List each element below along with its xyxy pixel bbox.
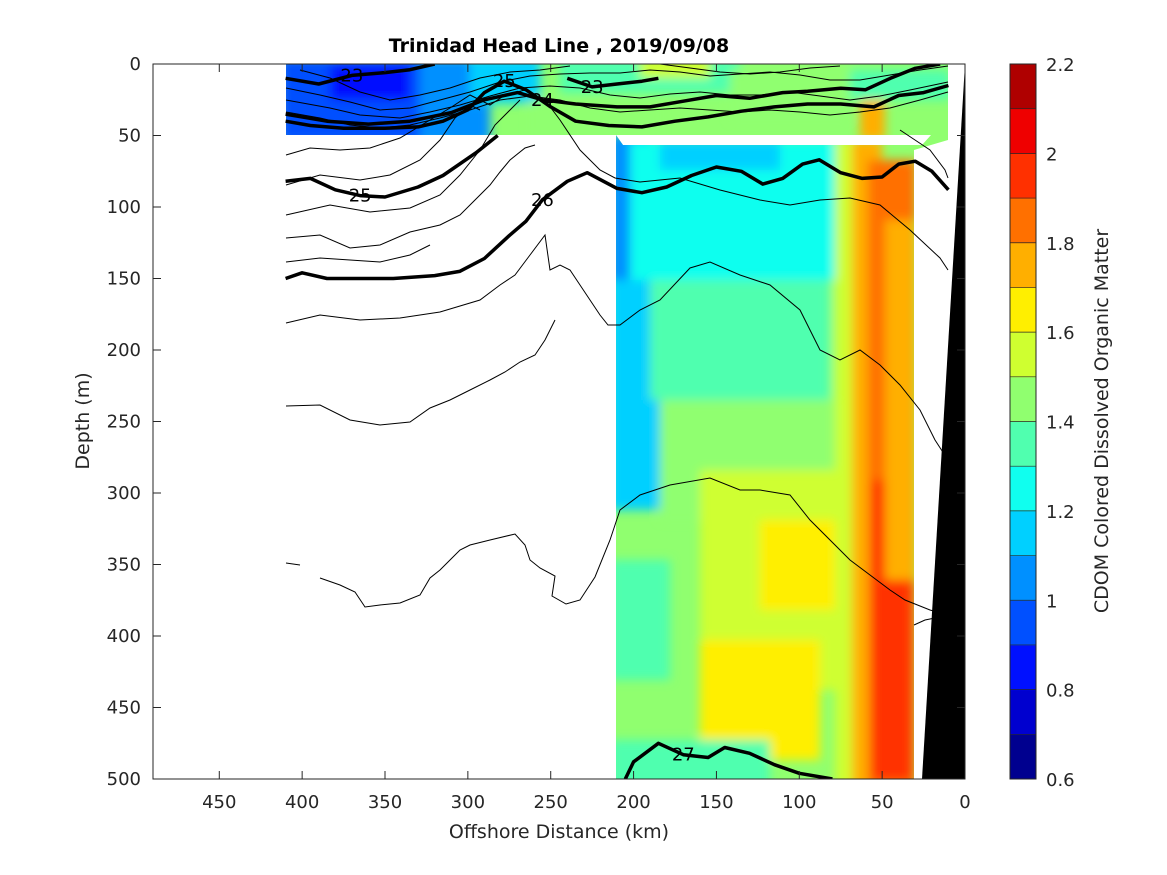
colorbar-tick-label: 1.4 xyxy=(1046,413,1075,434)
y-tick-label: 100 xyxy=(107,197,141,218)
y-tick-label: 500 xyxy=(107,769,141,790)
colorbar-segment xyxy=(1010,644,1036,691)
contour-label: 25 xyxy=(349,186,372,207)
bathymetry xyxy=(922,64,965,779)
surface-field xyxy=(286,64,948,135)
thin-contour xyxy=(285,65,949,111)
x-tick-label: 200 xyxy=(616,792,650,813)
y-tick-label: 350 xyxy=(107,555,141,576)
colorbar-segment xyxy=(1010,198,1036,244)
density-contour-24 xyxy=(285,64,941,126)
thin-contour xyxy=(285,233,949,461)
colorbar-segment xyxy=(1010,689,1036,735)
density-contour-23 xyxy=(285,64,436,86)
density-contour-25 xyxy=(285,134,499,199)
colorbar-tick-label: 1.2 xyxy=(1046,502,1075,523)
colorbar-tick-label: 2.2 xyxy=(1046,55,1075,76)
colorbar-tick-label: 1.6 xyxy=(1046,323,1075,344)
labeled-density-contours xyxy=(285,64,950,779)
colorbar-segment xyxy=(1010,242,1036,288)
x-tick-label: 400 xyxy=(285,792,319,813)
contour-label: 24 xyxy=(531,90,554,111)
contour-label: 23 xyxy=(340,65,363,86)
contour-label: 26 xyxy=(531,190,554,211)
y-tick-label: 150 xyxy=(107,269,141,290)
colorbar-ticks: 0.6 0.8 1 1.2 1.4 1.6 1.8 2 2.2 xyxy=(1046,55,1075,791)
contour-labels: 23 23 24 25 25 26 27 xyxy=(340,65,695,766)
colorbar-segment xyxy=(1010,332,1036,378)
x-tick-label: 350 xyxy=(368,792,402,813)
x-tick-label: 150 xyxy=(699,792,733,813)
y-tick-label: 200 xyxy=(107,340,141,361)
y-tick-label: 300 xyxy=(107,483,141,504)
thin-contour xyxy=(285,81,949,119)
y-tick-label: 450 xyxy=(107,698,141,719)
x-tick-label: 50 xyxy=(871,792,894,813)
x-axis-label: Offshore Distance (km) xyxy=(449,821,669,843)
thin-contour xyxy=(285,244,431,263)
density-contour-25 xyxy=(285,79,949,131)
chart-title: Trinidad Head Line , 2019/09/08 xyxy=(389,35,729,57)
y-tick-label: 250 xyxy=(107,412,141,433)
thin-contour xyxy=(285,99,521,216)
thin-contour xyxy=(319,477,949,616)
colorbar-segment xyxy=(1010,421,1036,467)
x-axis: 450 400 350 300 250 200 150 100 50 0 xyxy=(202,64,971,813)
colorbar-segment xyxy=(1010,510,1036,557)
y-tick-label: 0 xyxy=(130,54,141,75)
thin-contour xyxy=(285,562,301,566)
colorbar-segment xyxy=(1010,600,1036,646)
colorbar-segment xyxy=(1010,64,1036,110)
colorbar-segment xyxy=(1010,466,1036,512)
y-tick-label: 50 xyxy=(118,126,141,147)
contour-label: 27 xyxy=(672,745,695,766)
density-contour-27 xyxy=(623,741,833,779)
colorbar-segment xyxy=(1010,555,1036,601)
contour-label: 25 xyxy=(493,71,516,92)
colorbar-segment xyxy=(1010,153,1036,199)
colorbar-segment xyxy=(1010,734,1036,780)
x-tick-label: 450 xyxy=(202,792,236,813)
colorbar-segment xyxy=(1010,376,1036,422)
colorbar xyxy=(1009,63,1037,780)
x-tick-label: 250 xyxy=(534,792,568,813)
colorbar-tick-label: 0.6 xyxy=(1046,770,1075,791)
x-tick-label: 100 xyxy=(782,792,816,813)
y-axis: 0 50 100 150 200 250 300 350 400 450 500 xyxy=(107,54,965,790)
colorbar-tick-label: 2 xyxy=(1046,144,1057,165)
colorbar-segment xyxy=(1010,287,1036,333)
x-tick-label: 300 xyxy=(451,792,485,813)
colorbar-tick-label: 1.8 xyxy=(1046,234,1075,255)
colorbar-segment xyxy=(1010,108,1036,154)
y-tick-label: 400 xyxy=(107,626,141,647)
x-tick-label: 0 xyxy=(959,792,970,813)
thin-contour xyxy=(285,89,949,271)
y-axis-label: Depth (m) xyxy=(72,372,94,469)
colorbar-tick-label: 0.8 xyxy=(1046,681,1075,702)
colorbar-label: CDOM Colored Dissolved Organic Matter xyxy=(1091,229,1113,613)
colorbar-tick-label: 1 xyxy=(1046,591,1057,612)
thin-contour xyxy=(659,64,841,75)
thin-contour xyxy=(285,319,556,426)
contour-label: 23 xyxy=(581,77,604,98)
density-contour-26 xyxy=(285,158,950,281)
deep-field xyxy=(616,135,948,779)
thin-contour xyxy=(299,65,571,101)
thin-contour xyxy=(899,129,949,179)
thin-contour xyxy=(285,144,536,249)
density-contour-23 xyxy=(566,76,659,89)
